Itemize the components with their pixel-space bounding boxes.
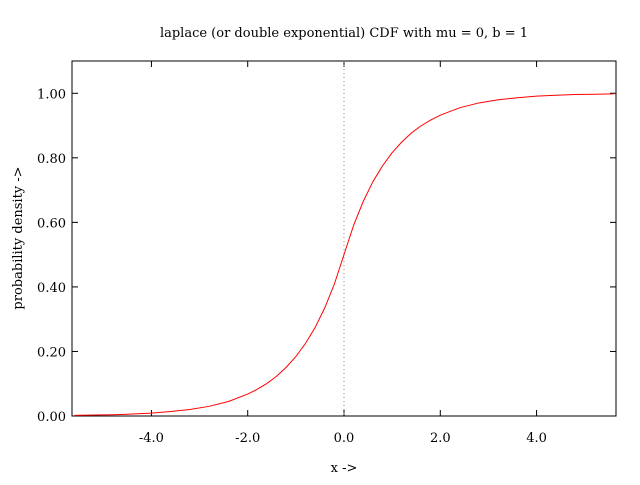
y-axis-label: probability density -> <box>11 166 26 309</box>
x-tick-label: 4.0 <box>526 431 547 446</box>
y-tick-label: 0.20 <box>37 345 66 360</box>
data-layer <box>74 61 614 416</box>
x-tick-label: 0.0 <box>334 431 355 446</box>
y-tick-label: 1.00 <box>37 87 66 102</box>
chart-title: laplace (or double exponential) CDF with… <box>160 26 528 41</box>
plot-frame <box>71 60 617 417</box>
x-tick-label: 2.0 <box>430 431 451 446</box>
cdf-series-line <box>74 93 614 416</box>
y-tick-label: 0.60 <box>37 216 66 231</box>
x-tick-label: -4.0 <box>139 431 164 446</box>
x-axis-label: x -> <box>331 461 358 476</box>
y-tick-label: 0.00 <box>37 410 66 425</box>
axes-layer: -4.0 -2.0 0.0 2.0 4.0 0.00 0.20 0.40 0.60 0.80 1.0… <box>37 60 617 446</box>
x-tick-label: -2.0 <box>235 431 260 446</box>
y-tick-label: 0.80 <box>37 152 66 167</box>
y-tick-label: 0.40 <box>37 281 66 296</box>
